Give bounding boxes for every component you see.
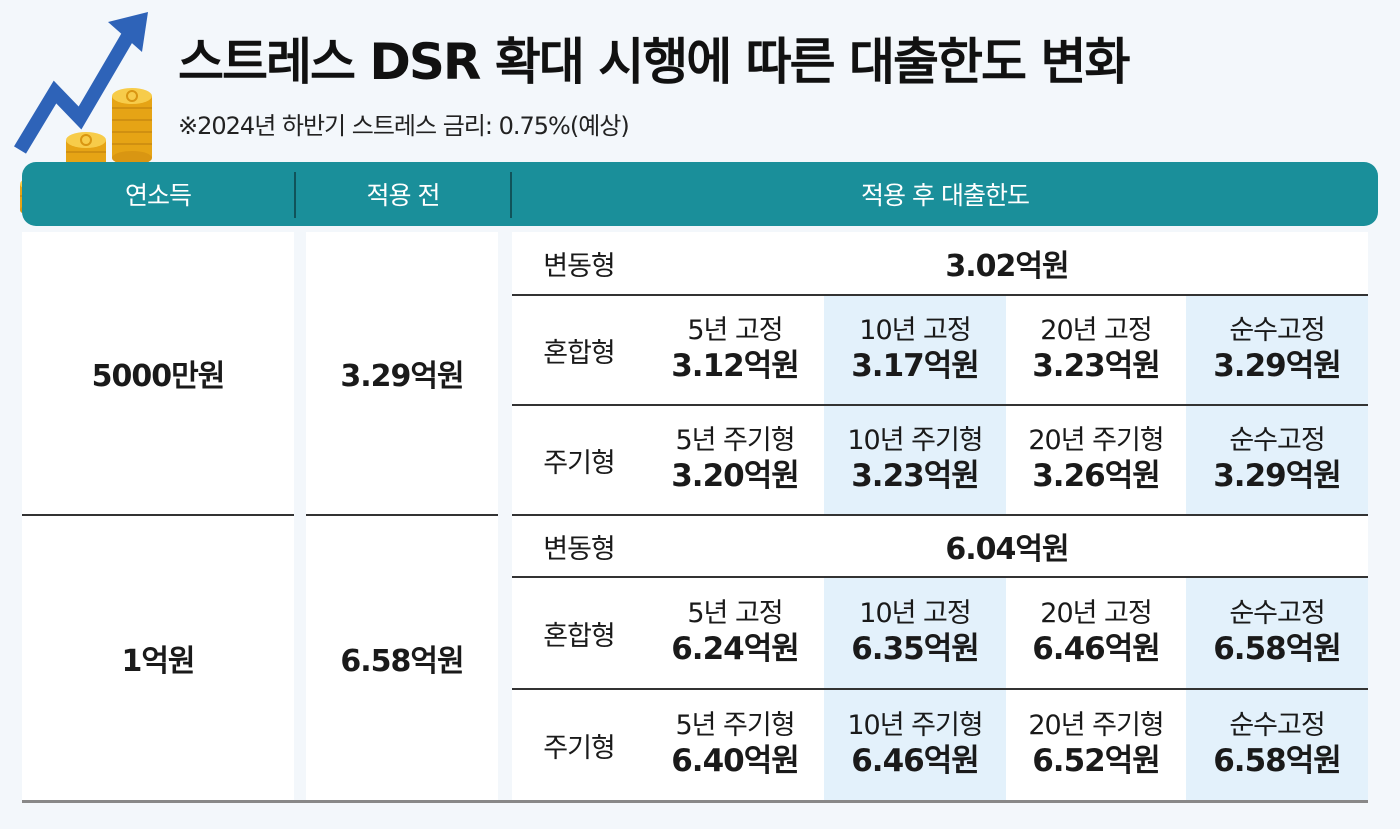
option-name: 순수고정 [1229,598,1325,630]
rising-arrow-icon [14,12,148,154]
option-cell: 순수고정 6.58억원 [1186,690,1368,800]
header-after: 적용 후 대출한도 [861,181,1030,210]
option-value: 3.12억원 [671,347,800,384]
header-divider [510,172,512,218]
option-name: 20년 고정 [1040,598,1152,630]
income-cell: 1억원 [121,644,195,679]
option-value: 6.58억원 [1213,742,1342,779]
option-value: 3.23억원 [851,457,980,494]
group-divider [306,514,498,516]
group-divider [22,514,294,516]
option-value: 3.29억원 [1213,347,1342,384]
option-value: 3.29억원 [1213,457,1342,494]
option-name: 20년 주기형 [1028,425,1164,457]
option-name: 순수고정 [1229,425,1325,457]
option-cell: 순수고정 6.58억원 [1186,578,1368,688]
option-value: 6.40억원 [671,742,800,779]
row-divider [512,294,1368,296]
option-cell: 20년 고정 3.23억원 [1006,296,1186,404]
option-value: 3.23억원 [1032,347,1161,384]
option-name: 10년 주기형 [847,710,983,742]
option-cell: 20년 주기형 6.52억원 [1006,690,1186,800]
option-cell: 20년 주기형 3.26억원 [1006,406,1186,514]
option-value: 6.46억원 [851,742,980,779]
row-divider [512,404,1368,406]
row-divider [512,576,1368,578]
type-label-periodic: 주기형 [543,447,616,479]
type-label-periodic: 주기형 [543,732,616,764]
option-value: 6.52억원 [1032,742,1161,779]
option-name: 5년 주기형 [675,425,795,457]
option-name: 20년 주기형 [1028,710,1164,742]
option-cell: 10년 고정 6.35억원 [824,578,1006,688]
income-column [22,232,294,800]
group-divider [512,514,1368,516]
before-column [306,232,498,800]
table-bottom-border [22,800,1368,803]
option-value: 6.35억원 [851,630,980,667]
option-cell: 순수고정 3.29억원 [1186,296,1368,404]
variable-value: 3.02억원 [945,249,1069,284]
option-name: 순수고정 [1229,710,1325,742]
option-cell: 순수고정 3.29억원 [1186,406,1368,514]
option-name: 10년 주기형 [847,425,983,457]
type-label-mixed: 혼합형 [543,620,616,652]
option-cell: 5년 주기형 6.40억원 [646,690,824,800]
option-value: 6.46억원 [1032,630,1161,667]
option-cell: 10년 고정 3.17억원 [824,296,1006,404]
table-header [22,162,1378,226]
option-value: 3.20억원 [671,457,800,494]
option-name: 순수고정 [1229,315,1325,347]
option-value: 6.24억원 [671,630,800,667]
option-name: 5년 고정 [687,598,783,630]
option-cell: 10년 주기형 6.46억원 [824,690,1006,800]
type-label-variable: 변동형 [543,250,616,282]
variable-value: 6.04억원 [945,532,1069,567]
type-label-variable: 변동형 [543,533,616,565]
option-name: 10년 고정 [859,315,971,347]
option-name: 10년 고정 [859,598,971,630]
option-value: 6.58억원 [1213,630,1342,667]
row-divider [512,688,1368,690]
option-cell: 5년 주기형 3.20억원 [646,406,824,514]
type-label-mixed: 혼합형 [543,337,616,369]
option-value: 3.17억원 [851,347,980,384]
header-divider [294,172,296,218]
option-cell: 10년 주기형 3.23억원 [824,406,1006,514]
option-cell: 5년 고정 3.12억원 [646,296,824,404]
page-title: 스트레스 DSR 확대 시행에 따른 대출한도 변화 [178,33,1130,91]
option-name: 20년 고정 [1040,315,1152,347]
option-cell: 5년 고정 6.24억원 [646,578,824,688]
page-subtitle: ※2024년 하반기 스트레스 금리: 0.75%(예상) [178,112,630,140]
option-value: 3.26억원 [1032,457,1161,494]
option-cell: 20년 고정 6.46억원 [1006,578,1186,688]
header-income: 연소득 [124,181,192,210]
header-before: 적용 전 [366,181,441,210]
before-cell: 3.29억원 [340,359,464,394]
income-cell: 5000만원 [91,359,226,394]
option-name: 5년 주기형 [675,710,795,742]
before-cell: 6.58억원 [340,644,464,679]
option-name: 5년 고정 [687,315,783,347]
